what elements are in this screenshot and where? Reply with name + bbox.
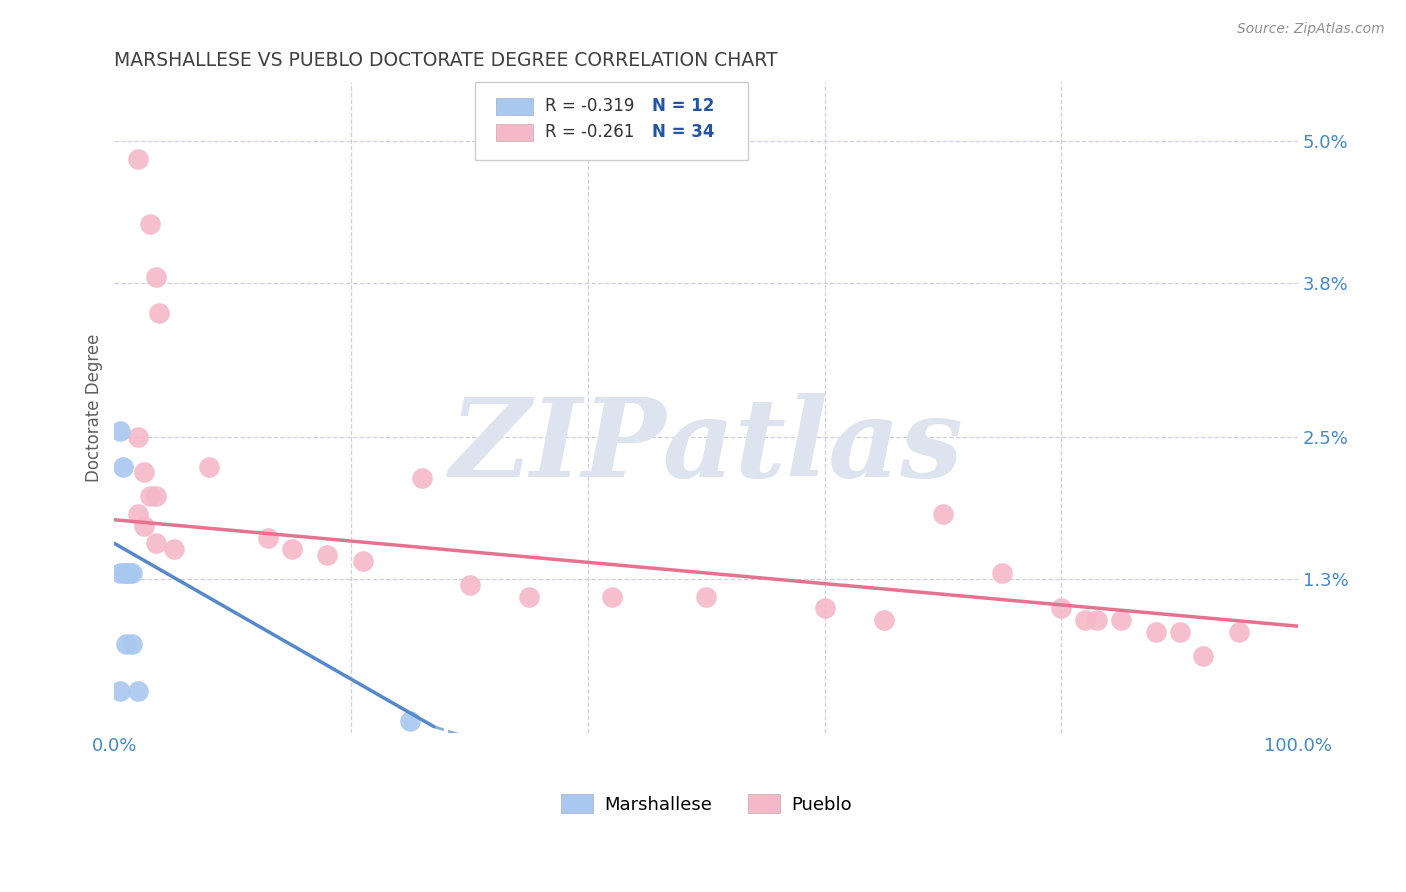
Point [110, 424, 132, 438]
Point [148, 306, 170, 320]
Point [127, 152, 149, 166]
FancyBboxPatch shape [495, 98, 533, 115]
Point [110, 684, 132, 698]
Point [411, 471, 433, 485]
Point [145, 270, 167, 285]
Point [281, 542, 304, 557]
Text: Source: ZipAtlas.com: Source: ZipAtlas.com [1237, 22, 1385, 37]
Point [127, 430, 149, 444]
Point [399, 714, 422, 728]
Point [139, 217, 162, 231]
Point [1144, 625, 1167, 640]
Point [121, 566, 143, 580]
Point [1050, 601, 1073, 615]
Point [1109, 613, 1132, 627]
Point [127, 684, 149, 698]
Text: MARSHALLESE VS PUEBLO DOCTORATE DEGREE CORRELATION CHART: MARSHALLESE VS PUEBLO DOCTORATE DEGREE C… [114, 51, 778, 70]
Point [600, 590, 623, 604]
FancyBboxPatch shape [495, 124, 533, 141]
Point [112, 566, 135, 580]
Point [257, 531, 280, 545]
Point [991, 566, 1014, 580]
Point [352, 554, 374, 568]
Point [139, 489, 162, 503]
Point [1074, 613, 1097, 627]
Y-axis label: Doctorate Degree: Doctorate Degree [86, 334, 103, 482]
Text: N = 12: N = 12 [652, 97, 714, 115]
Point [117, 566, 139, 580]
Point [1168, 625, 1191, 640]
Point [132, 518, 155, 533]
Point [111, 459, 134, 474]
Point [132, 466, 155, 480]
Point [1085, 613, 1108, 627]
Point [198, 459, 221, 474]
Point [873, 613, 896, 627]
Point [115, 566, 138, 580]
Point [145, 489, 167, 503]
Legend: Marshallese, Pueblo: Marshallese, Pueblo [554, 787, 859, 821]
Text: R = -0.261: R = -0.261 [546, 123, 634, 142]
FancyBboxPatch shape [475, 82, 748, 161]
Point [1192, 648, 1215, 663]
Point [127, 507, 149, 521]
Point [121, 637, 143, 651]
Point [517, 590, 540, 604]
Text: R = -0.319: R = -0.319 [546, 97, 634, 115]
Point [695, 590, 717, 604]
Point [1227, 625, 1250, 640]
Text: N = 34: N = 34 [652, 123, 714, 142]
Point [316, 548, 339, 562]
Point [932, 507, 955, 521]
Point [145, 536, 167, 550]
Text: ZIPatlas: ZIPatlas [450, 392, 963, 500]
Point [110, 566, 132, 580]
Point [162, 542, 184, 557]
Point [813, 601, 835, 615]
Point [115, 637, 138, 651]
Point [458, 578, 481, 592]
